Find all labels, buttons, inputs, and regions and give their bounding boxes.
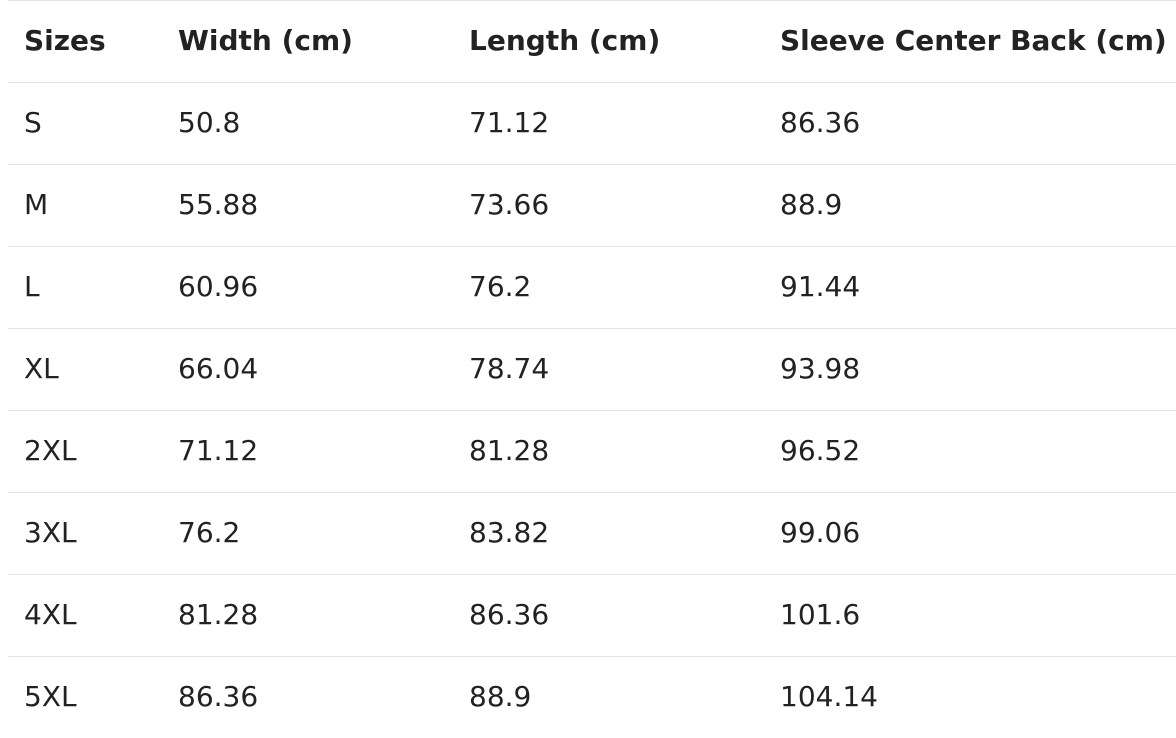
table-row: 3XL 76.2 83.82 99.06 (8, 492, 1176, 574)
value-cell: 93.98 (780, 352, 861, 385)
size-cell: M (24, 188, 49, 221)
value-cell: 60.96 (178, 270, 259, 303)
value-cell: 81.28 (469, 434, 550, 467)
size-cell: 5XL (24, 680, 77, 713)
value-cell: 101.6 (780, 598, 861, 631)
size-cell: 2XL (24, 434, 77, 467)
value-cell: 86.36 (469, 598, 550, 631)
header-cell: Sizes (24, 24, 106, 57)
header-cell: Sleeve Center Back (cm) (780, 24, 1167, 57)
value-cell: 96.52 (780, 434, 861, 467)
size-cell: L (24, 270, 40, 303)
table-row: S 50.8 71.12 86.36 (8, 82, 1176, 164)
value-cell: 76.2 (469, 270, 532, 303)
table-row: XL 66.04 78.74 93.98 (8, 328, 1176, 410)
value-cell: 86.36 (178, 680, 259, 713)
value-cell: 50.8 (178, 106, 241, 139)
value-cell: 91.44 (780, 270, 861, 303)
value-cell: 104.14 (780, 680, 878, 713)
value-cell: 81.28 (178, 598, 259, 631)
value-cell: 76.2 (178, 516, 241, 549)
value-cell: 71.12 (469, 106, 550, 139)
size-cell: 4XL (24, 598, 77, 631)
value-cell: 88.9 (780, 188, 843, 221)
value-cell: 71.12 (178, 434, 259, 467)
table-row: M 55.88 73.66 88.9 (8, 164, 1176, 246)
value-cell: 88.9 (469, 680, 532, 713)
table-row: L 60.96 76.2 91.44 (8, 246, 1176, 328)
table-row: 2XL 71.12 81.28 96.52 (8, 410, 1176, 492)
value-cell: 55.88 (178, 188, 259, 221)
value-cell: 66.04 (178, 352, 259, 385)
header-cell: Length (cm) (469, 24, 661, 57)
value-cell: 73.66 (469, 188, 550, 221)
value-cell: 99.06 (780, 516, 861, 549)
header-row: Sizes Width (cm) Length (cm) Sleeve Center … (8, 0, 1176, 82)
table-row: 4XL 81.28 86.36 101.6 (8, 574, 1176, 656)
table-row: 5XL 86.36 88.9 104.14 (8, 656, 1176, 738)
size-cell: S (24, 106, 42, 139)
size-cell: 3XL (24, 516, 77, 549)
value-cell: 86.36 (780, 106, 861, 139)
value-cell: 78.74 (469, 352, 550, 385)
value-cell: 83.82 (469, 516, 550, 549)
size-cell: XL (24, 352, 59, 385)
header-cell: Width (cm) (178, 24, 353, 57)
